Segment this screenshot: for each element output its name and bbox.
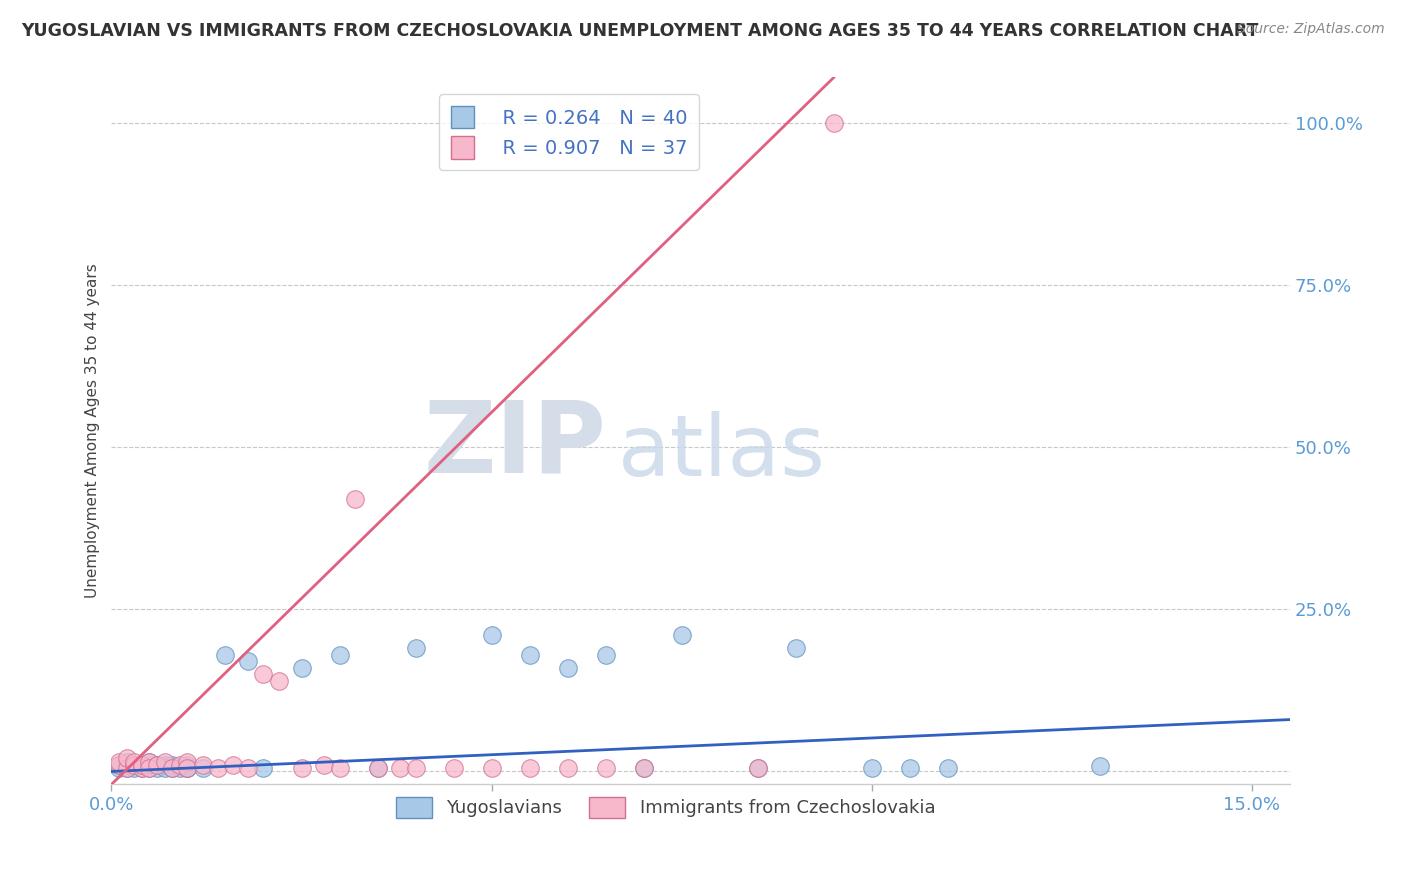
Point [115, 751, 138, 765]
Text: Source: ZipAtlas.com: Source: ZipAtlas.com [1237, 22, 1385, 37]
Point [1088, 759, 1111, 773]
Point [122, 758, 145, 772]
Text: ZIP: ZIP [423, 397, 606, 493]
Point [595, 761, 617, 775]
Point [146, 758, 169, 772]
Point [138, 761, 160, 775]
Point [481, 761, 503, 775]
Point [169, 761, 191, 775]
Point [169, 758, 191, 772]
Point [191, 761, 214, 775]
Point [328, 648, 350, 662]
Text: YUGOSLAVIAN VS IMMIGRANTS FROM CZECHOSLOVAKIA UNEMPLOYMENT AMONG AGES 35 TO 44 Y: YUGOSLAVIAN VS IMMIGRANTS FROM CZECHOSLO… [21, 22, 1258, 40]
Point [138, 755, 160, 769]
Point [176, 755, 198, 769]
Point [222, 758, 245, 772]
Point [153, 758, 176, 772]
Point [898, 761, 921, 775]
Legend: Yugoslavians, Immigrants from Czechoslovakia: Yugoslavians, Immigrants from Czechoslov… [388, 789, 942, 825]
Point [214, 648, 236, 662]
Y-axis label: Unemployment Among Ages 35 to 44 years: Unemployment Among Ages 35 to 44 years [86, 263, 100, 599]
Point [108, 758, 131, 772]
Point [131, 761, 153, 775]
Point [519, 648, 541, 662]
Point [785, 641, 807, 656]
Point [131, 758, 153, 772]
Point [115, 755, 138, 769]
Point [108, 761, 131, 775]
Point [162, 761, 184, 775]
Point [122, 758, 145, 772]
Point [138, 755, 160, 769]
Point [633, 761, 655, 775]
Point [328, 761, 350, 775]
Point [557, 661, 579, 675]
Point [267, 673, 290, 688]
Text: atlas: atlas [619, 410, 827, 493]
Point [131, 761, 153, 775]
Point [162, 761, 184, 775]
Point [936, 761, 959, 775]
Point [115, 761, 138, 775]
Point [207, 761, 229, 775]
Point [671, 628, 693, 642]
Point [290, 661, 312, 675]
Point [367, 761, 389, 775]
Point [633, 761, 655, 775]
Point [146, 761, 169, 775]
Point [519, 761, 541, 775]
Point [176, 761, 198, 775]
Point [191, 758, 214, 772]
Point [115, 761, 138, 775]
Point [131, 758, 153, 772]
Point [153, 761, 176, 775]
Point [405, 641, 427, 656]
Point [595, 648, 617, 662]
Point [823, 116, 845, 130]
Point [146, 758, 169, 772]
Point [108, 755, 131, 769]
Point [367, 761, 389, 775]
Point [747, 761, 769, 775]
Point [405, 761, 427, 775]
Point [108, 758, 131, 772]
Point [389, 761, 412, 775]
Point [290, 761, 312, 775]
Point [481, 628, 503, 642]
Point [860, 761, 883, 775]
Point [557, 761, 579, 775]
Point [122, 761, 145, 775]
Point [176, 758, 198, 772]
Point [176, 761, 198, 775]
Point [138, 761, 160, 775]
Point [176, 761, 198, 775]
Point [238, 761, 260, 775]
Point [314, 758, 336, 772]
Point [747, 761, 769, 775]
Point [153, 755, 176, 769]
Point [343, 491, 366, 506]
Point [443, 761, 465, 775]
Point [238, 654, 260, 668]
Point [252, 761, 274, 775]
Point [162, 758, 184, 772]
Point [252, 667, 274, 681]
Point [122, 755, 145, 769]
